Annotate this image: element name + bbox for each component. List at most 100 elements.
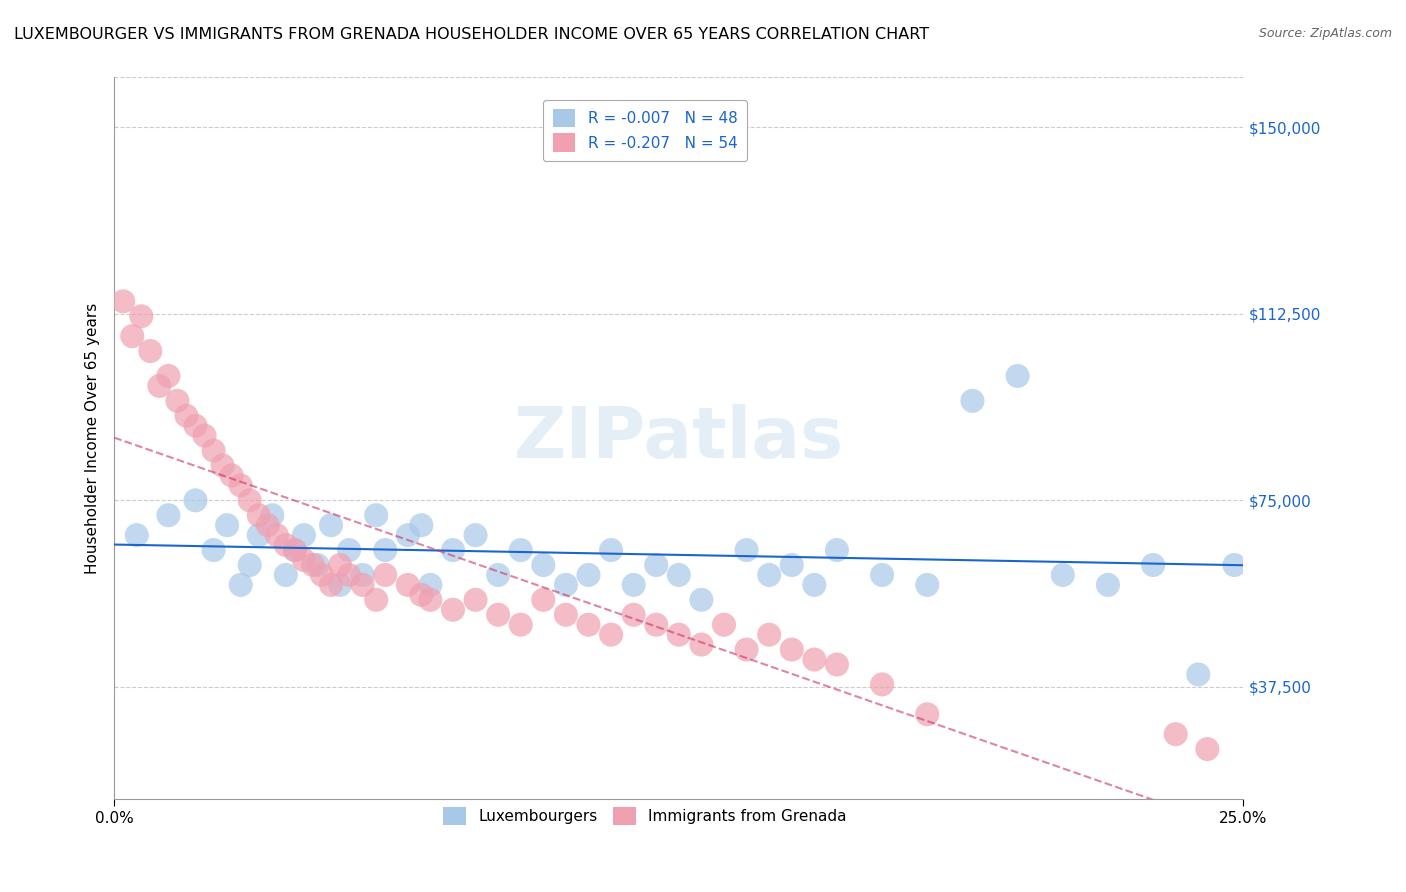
Point bbox=[600, 543, 623, 558]
Point bbox=[441, 603, 464, 617]
Point bbox=[157, 508, 180, 523]
Point bbox=[464, 528, 486, 542]
Point bbox=[1142, 558, 1164, 572]
Point bbox=[319, 518, 342, 533]
Point bbox=[623, 578, 645, 592]
Point bbox=[1164, 727, 1187, 741]
Point bbox=[139, 344, 162, 359]
Point bbox=[352, 578, 374, 592]
Point bbox=[690, 638, 713, 652]
Point bbox=[256, 518, 278, 533]
Point bbox=[284, 543, 307, 558]
Point bbox=[509, 617, 531, 632]
Point bbox=[274, 568, 297, 582]
Point bbox=[917, 707, 939, 722]
Point bbox=[337, 568, 360, 582]
Point bbox=[125, 528, 148, 542]
Point bbox=[329, 578, 352, 592]
Point bbox=[129, 310, 152, 324]
Point bbox=[307, 558, 329, 572]
Point bbox=[758, 568, 780, 582]
Point bbox=[184, 493, 207, 508]
Point bbox=[578, 617, 600, 632]
Point bbox=[441, 543, 464, 558]
Point bbox=[803, 652, 825, 666]
Point bbox=[329, 558, 352, 572]
Point bbox=[531, 592, 554, 607]
Point bbox=[184, 418, 207, 433]
Point bbox=[211, 458, 233, 473]
Point bbox=[247, 508, 270, 523]
Point bbox=[1097, 578, 1119, 592]
Point bbox=[166, 393, 188, 408]
Text: Source: ZipAtlas.com: Source: ZipAtlas.com bbox=[1258, 27, 1392, 40]
Point bbox=[554, 578, 576, 592]
Text: LUXEMBOURGER VS IMMIGRANTS FROM GRENADA HOUSEHOLDER INCOME OVER 65 YEARS CORRELA: LUXEMBOURGER VS IMMIGRANTS FROM GRENADA … bbox=[14, 27, 929, 42]
Point bbox=[1052, 568, 1074, 582]
Point bbox=[917, 578, 939, 592]
Point bbox=[419, 578, 441, 592]
Point bbox=[803, 578, 825, 592]
Point bbox=[531, 558, 554, 572]
Y-axis label: Householder Income Over 65 years: Householder Income Over 65 years bbox=[86, 302, 100, 574]
Point bbox=[396, 578, 419, 592]
Point bbox=[366, 508, 388, 523]
Point bbox=[578, 568, 600, 582]
Point bbox=[374, 568, 396, 582]
Point bbox=[148, 379, 170, 393]
Legend: Luxembourgers, Immigrants from Grenada: Luxembourgers, Immigrants from Grenada bbox=[434, 797, 856, 835]
Point bbox=[157, 368, 180, 383]
Point bbox=[419, 592, 441, 607]
Point bbox=[202, 443, 225, 458]
Point bbox=[239, 558, 262, 572]
Point bbox=[217, 518, 239, 533]
Point bbox=[229, 578, 252, 592]
Point bbox=[870, 677, 893, 691]
Point bbox=[962, 393, 984, 408]
Point bbox=[780, 558, 803, 572]
Point bbox=[411, 588, 433, 602]
Point bbox=[1223, 558, 1246, 572]
Point bbox=[870, 568, 893, 582]
Point bbox=[302, 558, 325, 572]
Point bbox=[486, 607, 509, 622]
Point bbox=[486, 568, 509, 582]
Point bbox=[266, 528, 288, 542]
Point bbox=[311, 568, 333, 582]
Point bbox=[374, 543, 396, 558]
Point bbox=[112, 294, 135, 309]
Point bbox=[292, 528, 315, 542]
Point bbox=[229, 478, 252, 492]
Point bbox=[623, 607, 645, 622]
Point bbox=[1007, 368, 1029, 383]
Point bbox=[464, 592, 486, 607]
Point bbox=[645, 558, 668, 572]
Point bbox=[509, 543, 531, 558]
Point bbox=[411, 518, 433, 533]
Point bbox=[780, 642, 803, 657]
Point bbox=[600, 627, 623, 641]
Point bbox=[396, 528, 419, 542]
Point bbox=[366, 592, 388, 607]
Text: ZIPatlas: ZIPatlas bbox=[513, 404, 844, 473]
Point bbox=[352, 568, 374, 582]
Point bbox=[202, 543, 225, 558]
Point bbox=[645, 617, 668, 632]
Point bbox=[713, 617, 735, 632]
Point bbox=[176, 409, 198, 423]
Point bbox=[735, 543, 758, 558]
Point bbox=[554, 607, 576, 622]
Point bbox=[292, 553, 315, 567]
Point bbox=[221, 468, 243, 483]
Point bbox=[239, 493, 262, 508]
Point bbox=[825, 657, 848, 672]
Point bbox=[337, 543, 360, 558]
Point bbox=[758, 627, 780, 641]
Point bbox=[825, 543, 848, 558]
Point bbox=[262, 508, 284, 523]
Point bbox=[1197, 742, 1219, 756]
Point bbox=[274, 538, 297, 552]
Point bbox=[284, 543, 307, 558]
Point bbox=[735, 642, 758, 657]
Point bbox=[1187, 667, 1209, 681]
